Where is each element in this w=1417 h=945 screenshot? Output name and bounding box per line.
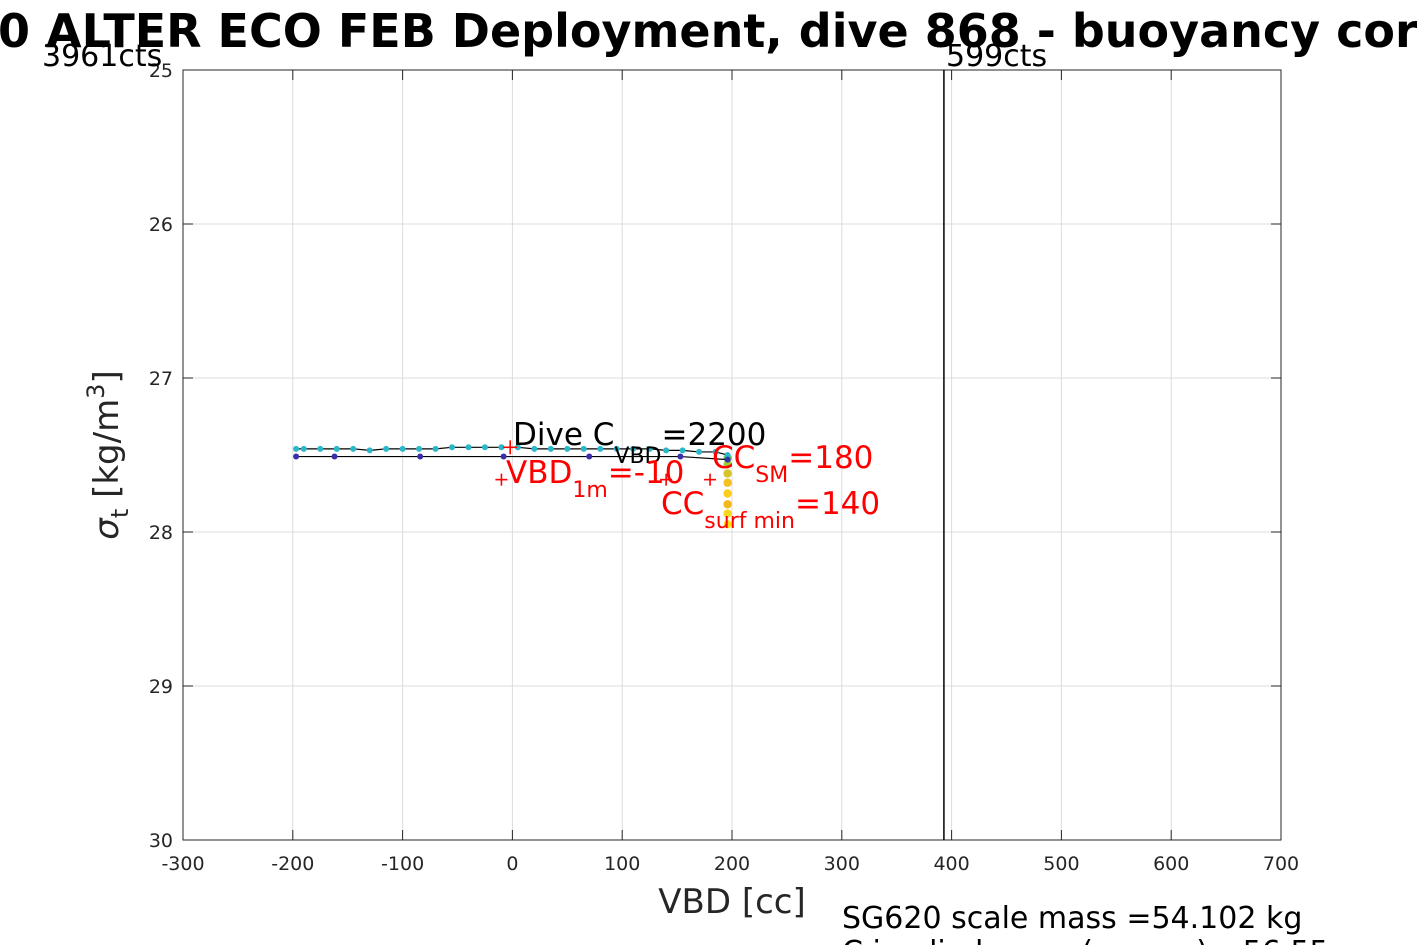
x-tick-label: 300 [824, 853, 860, 875]
dive-point [663, 447, 670, 454]
annotation-markers [495, 440, 717, 486]
x-tick-label: 100 [604, 853, 640, 875]
dive-point [547, 445, 554, 452]
right-corner-label: 599cts [946, 39, 1047, 74]
y-axis-label-unit: [kg/m [87, 399, 127, 509]
x-tick-label: -100 [381, 853, 424, 875]
y-tick-label: 30 [149, 830, 173, 852]
annotation-cc-surf-min: CCsurf min=140 [661, 486, 880, 534]
dive-point [613, 445, 620, 452]
surface-point [723, 500, 732, 509]
climb-point [293, 453, 300, 460]
y-tick-label: 25 [149, 60, 173, 82]
climb-point [417, 453, 424, 460]
y-axis-label-symbol: σ [87, 517, 127, 540]
dive-point [712, 448, 719, 455]
x-axis-label: VBD [cc] [658, 882, 806, 922]
annotation-cc-surf-min-main: CC [661, 486, 704, 522]
left-corner-label: 3961cts [42, 39, 162, 74]
dive-point [465, 444, 472, 451]
y-axis-label-close: ] [87, 370, 127, 383]
x-tick-label: 400 [933, 853, 969, 875]
annotation-dive-c-vbd-main: Dive C [513, 417, 614, 453]
x-tick-label: 600 [1153, 853, 1189, 875]
climb-point [724, 456, 731, 463]
surface-point [723, 469, 732, 478]
dive-point [580, 445, 587, 452]
annotation-vbd-1m-sub: 1m [572, 478, 607, 503]
x-tick-label: 500 [1043, 853, 1079, 875]
y-axis-label-sub: t [106, 509, 134, 518]
dive-point [333, 445, 340, 452]
y-tick-label: 27 [149, 368, 173, 390]
dive-point [350, 445, 357, 452]
annotation-dive-c-vbd-post: =2200 [662, 417, 767, 453]
surface-point [723, 489, 732, 498]
surface-points [723, 453, 732, 529]
dive-point [481, 444, 488, 451]
climb-point [500, 453, 507, 460]
y-axis-label-sup: 3 [82, 384, 110, 399]
dive-point [366, 447, 373, 454]
dive-point [630, 445, 637, 452]
annotation-cc-sm-main: CC [712, 440, 755, 476]
annotation-dive-c-vbd: Dive CVBD=2200 [513, 417, 766, 469]
annotation-vbd-1m: VBD1m=-10 [506, 455, 684, 503]
dive-point [531, 445, 538, 452]
dive-point [317, 445, 324, 452]
annotation-cc-sm-sub: SM [755, 463, 788, 488]
dive-series-points [293, 444, 731, 458]
dive-point [416, 445, 423, 452]
dive-point [293, 445, 300, 452]
chart-title: 0 ALTER ECO FEB Deployment, dive 868 - b… [0, 4, 1417, 58]
climb-point [677, 453, 684, 460]
annotation-cc-sm: CCSM=180 [712, 440, 873, 488]
climb-series-points [293, 453, 731, 463]
dive-point [300, 445, 307, 452]
y-tick-label: 26 [149, 214, 173, 236]
dive-point [679, 447, 686, 454]
annotation-cc-surf-min-sub: surf min [704, 509, 795, 534]
climb-point [331, 453, 338, 460]
footer-scale-mass: SG620 scale mass =54.102 kg [842, 901, 1302, 936]
annotation-dive-c-vbd-sub: VBD [614, 444, 661, 469]
x-ticks: -300 -200 -100 0 100 200 300 400 500 600 700 [161, 70, 1299, 875]
surface-point [723, 520, 732, 529]
surface-point [723, 478, 732, 487]
x-tick-label: 200 [714, 853, 750, 875]
x-tick-label: -200 [271, 853, 314, 875]
x-tick-label: -300 [161, 853, 204, 875]
dive-point [498, 444, 505, 451]
footer-implied-mass: C implied mass (approx) =56.55 [842, 935, 1329, 945]
x-tick-label: 0 [506, 853, 518, 875]
surface-point [723, 509, 732, 518]
y-ticks: 25 26 27 28 29 30 [149, 60, 1281, 852]
dive-point [432, 445, 439, 452]
dive-point [696, 448, 703, 455]
y-tick-label: 28 [149, 522, 173, 544]
x-tick-label: 700 [1263, 853, 1299, 875]
y-tick-label: 29 [149, 676, 173, 698]
dive-point [724, 452, 731, 458]
dive-point [564, 445, 571, 452]
annotation-cc-surf-min-post: =140 [795, 486, 880, 522]
surface-point [723, 460, 732, 469]
annotation-vbd-1m-post: =-10 [608, 455, 685, 491]
dive-point [449, 444, 456, 451]
dive-point [399, 445, 406, 452]
annotation-vbd-1m-main: VBD [506, 455, 572, 491]
dive-point [597, 445, 604, 452]
dive-point [514, 444, 521, 451]
y-axis-label: σt [kg/m3] [82, 370, 134, 539]
annotation-cc-sm-post: =180 [788, 440, 873, 476]
climb-point [586, 453, 593, 460]
dive-point [383, 445, 390, 452]
dive-point [646, 445, 653, 452]
